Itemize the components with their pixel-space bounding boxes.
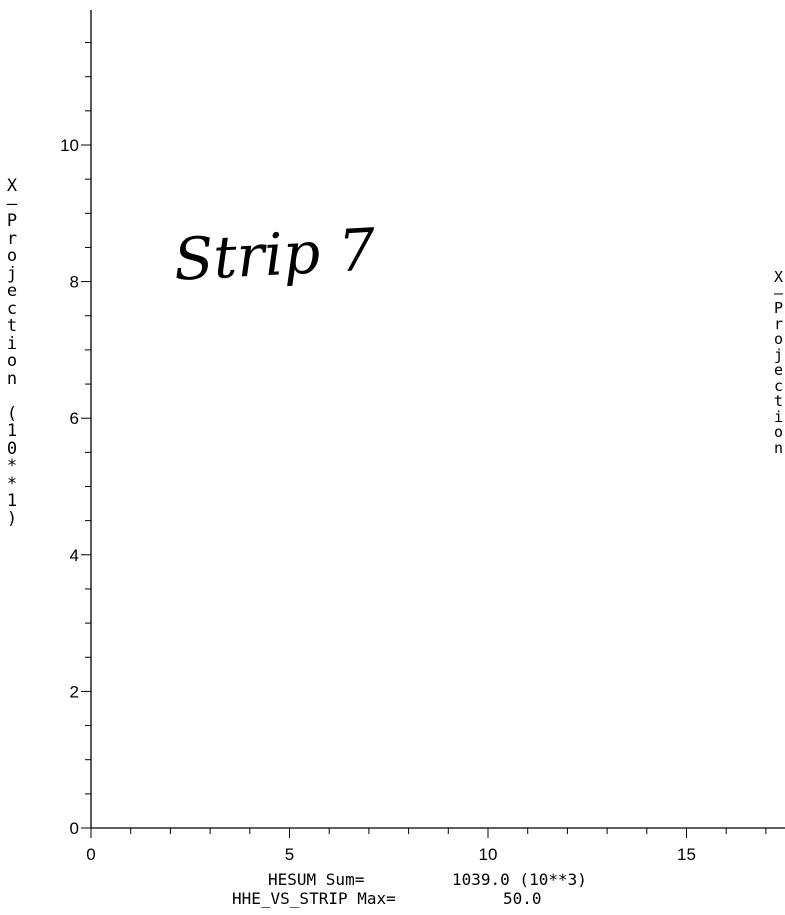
axis-label-char: * <box>6 456 18 476</box>
axis-label-char <box>4 388 20 406</box>
y-tick-label: 8 <box>70 273 79 292</box>
axis-label-char: P <box>773 299 784 317</box>
y-tick-label: 2 <box>70 682 79 701</box>
x-tick-label: 10 <box>479 845 498 864</box>
handwritten-annotation: Strip 7 <box>172 215 378 294</box>
axis-label-char: * <box>6 473 18 494</box>
axis-label-char: o <box>773 423 784 441</box>
stat-max-value: 50.0 <box>503 889 542 908</box>
axis-label-char: o <box>6 351 18 371</box>
stat-sum-label: HESUM Sum= <box>268 870 365 889</box>
axis-label-char: i <box>6 333 18 354</box>
axis-label-char: 1 <box>6 491 18 511</box>
axis-label-char: 1 <box>6 421 18 441</box>
x-tick-label: 5 <box>285 845 294 864</box>
y-tick-label: 0 <box>70 819 79 838</box>
axis-label-char: P <box>6 211 18 231</box>
axis-label-char: t <box>6 316 18 336</box>
axis-label-char: t <box>773 392 784 410</box>
axis-label-char: j <box>773 345 784 364</box>
y-tick-label: 4 <box>70 546 79 565</box>
x-tick-label: 0 <box>86 845 95 864</box>
y-tick-label: 6 <box>70 409 79 428</box>
axis-label-char: X <box>773 270 784 286</box>
y-tick-label: 10 <box>60 136 79 155</box>
stat-max-label: HHE_VS_STRIP Max= <box>232 889 396 908</box>
axis-label-char: n <box>6 368 18 389</box>
axis-label-char: n <box>773 438 784 456</box>
axes <box>90 10 785 829</box>
axis-label-char: r <box>6 228 18 249</box>
axis-label-char: c <box>6 298 18 319</box>
axis-label-char: e <box>6 281 18 301</box>
axis-label-char: o <box>773 330 784 348</box>
axis-label-char: j <box>6 263 18 284</box>
axis-label-char: – <box>773 283 784 302</box>
axis-label-char: – <box>6 193 18 214</box>
x-tick-label: 15 <box>677 845 696 864</box>
axis-label-char: e <box>773 361 784 379</box>
axis-label-char: ( <box>6 403 18 424</box>
stat-sum-value: 1039.0 (10**3) <box>452 870 587 889</box>
axis-label-char: ) <box>6 508 18 529</box>
axis-label-char: r <box>773 314 784 333</box>
ticks: 0246810051015202530 <box>60 42 767 864</box>
axis-label-char: c <box>773 376 784 395</box>
axis-label-char: 0 <box>6 438 18 459</box>
axis-label-char: X <box>6 176 18 196</box>
axis-label-char: i <box>773 407 784 426</box>
axis-label-char: o <box>6 246 18 266</box>
